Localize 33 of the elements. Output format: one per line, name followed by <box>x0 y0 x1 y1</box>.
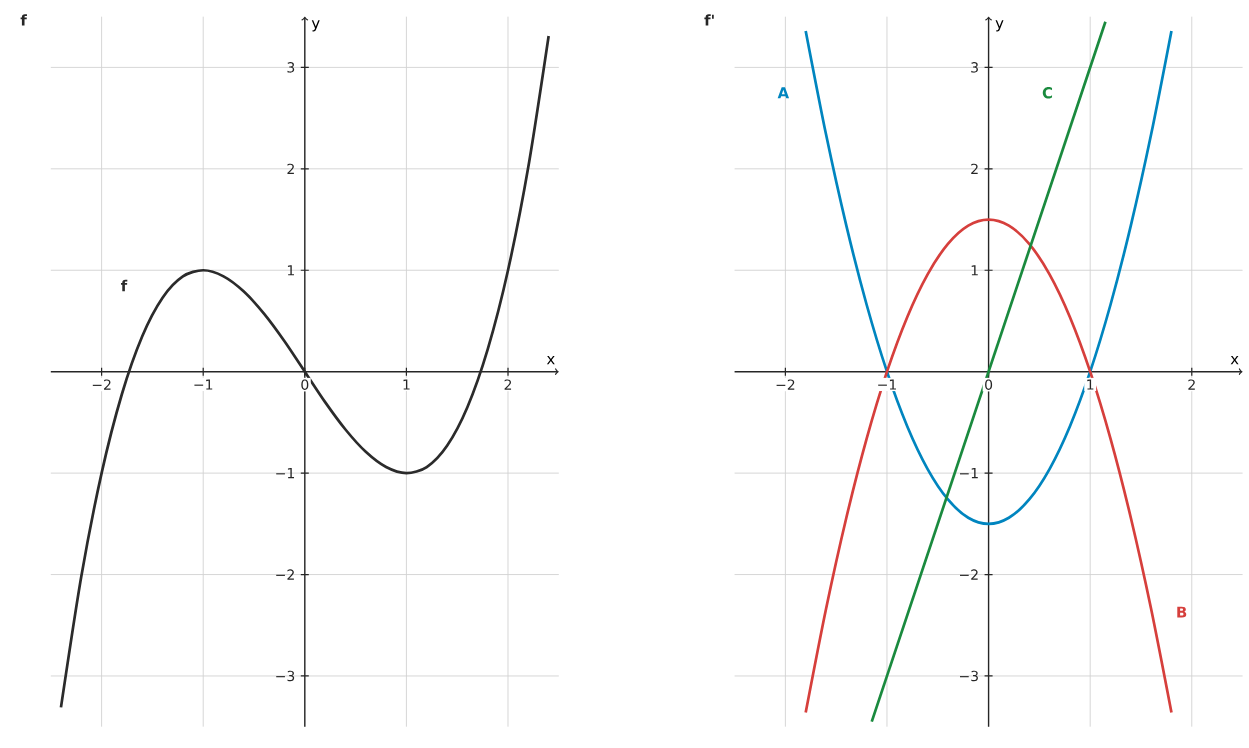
y-tick-label: 2 <box>287 163 294 174</box>
x-tick-label: 2 <box>1188 379 1195 390</box>
line-series <box>804 218 1173 714</box>
x-tick-label: 2 <box>504 379 512 390</box>
y-tick-label: −2 <box>276 569 294 580</box>
x-tick-label: 0 <box>301 379 309 390</box>
text: f <box>120 279 128 292</box>
chart-title: f <box>20 14 27 26</box>
y-tick-label: −2 <box>959 569 978 580</box>
x-tick-label: −2 <box>776 379 795 390</box>
y-axis-title: y <box>311 20 320 32</box>
series-label: B <box>1177 606 1187 618</box>
series-label: A <box>777 87 790 99</box>
y-tick-label: −3 <box>959 670 978 682</box>
y-tick-label: 3 <box>971 62 978 73</box>
y-tick-label: 3 <box>287 62 295 73</box>
y-tick-label: 1 <box>971 265 978 276</box>
chart-title: f' <box>704 14 714 26</box>
y-tick-label: 2 <box>971 163 978 174</box>
x-tick-label: 1 <box>1087 379 1094 390</box>
y-tick-label: −1 <box>959 468 978 479</box>
x-tick-label: −1 <box>878 379 896 390</box>
x-tick-label: 1 <box>403 379 410 390</box>
x-tick-label: 0 <box>985 379 993 390</box>
y-axis-title: y <box>995 20 1004 32</box>
x-tick-label: −1 <box>194 379 213 390</box>
x-axis-title: x <box>1230 355 1239 365</box>
y-tick-label: −1 <box>276 468 295 479</box>
x-tick-label: −2 <box>92 379 111 390</box>
y-tick-label: −3 <box>276 670 295 682</box>
series-label: C <box>1042 87 1053 99</box>
y-tick-label: 1 <box>287 265 295 276</box>
x-axis-title: x <box>546 355 555 365</box>
